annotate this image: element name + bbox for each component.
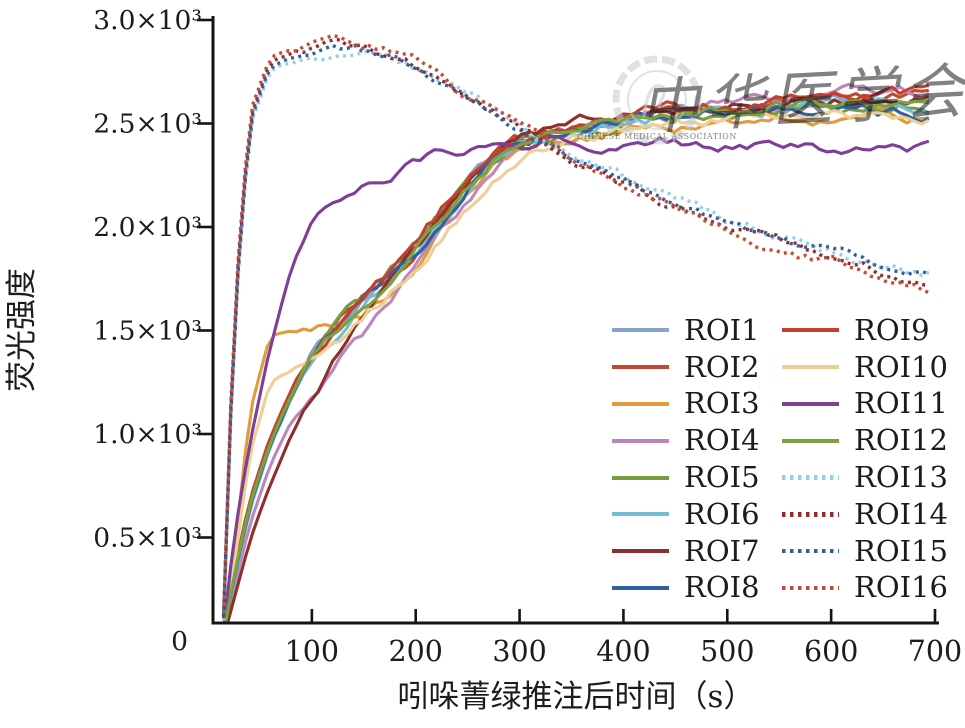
legend-item-roi3: ROI3: [612, 386, 782, 423]
x-tick-label: 500: [700, 635, 754, 668]
legend-item-roi12: ROI12: [782, 422, 965, 459]
legend-item-roi10: ROI10: [782, 349, 965, 386]
curve-roi12: [224, 97, 930, 623]
legend-item-roi2: ROI2: [612, 349, 782, 386]
legend-item-roi16: ROI16: [782, 570, 965, 607]
legend-label: ROI10: [854, 349, 948, 384]
legend-label: ROI11: [854, 386, 948, 421]
legend-swatch-solid: [612, 365, 669, 370]
legend-item-roi8: ROI8: [612, 570, 782, 607]
y-tick-label: 1.5×10³: [93, 316, 202, 347]
watermark-seal-inner-ring: [627, 70, 687, 130]
legend-label: ROI13: [854, 460, 948, 495]
watermark-seal-outer-ring: [612, 55, 702, 145]
watermark-seal-emblem: [642, 84, 679, 120]
legend-swatch-solid: [782, 328, 839, 333]
legend-swatch-dashed: [782, 512, 839, 517]
x-tick-label: 700: [908, 635, 962, 668]
legend-item-roi13: ROI13: [782, 459, 965, 496]
curve-roi15: [221, 43, 930, 619]
legend-swatch-solid: [612, 438, 669, 443]
curve-roi3: [223, 106, 929, 623]
legend-item-roi11: ROI11: [782, 386, 965, 423]
y-tick-label: 1.0×10³: [93, 419, 202, 450]
curve-roi11: [222, 135, 930, 623]
legend: ROI1 ROI9 ROI2 ROI10 ROI3 ROI11 ROI4 ROI12 ROI5 R…: [612, 312, 965, 606]
watermark-seal-ring-text: CHINESE MEDICAL ASSOCIATION: [577, 132, 737, 141]
curve-roi9: [223, 83, 930, 623]
y-tick-label: 3.0×10³: [93, 5, 202, 36]
axes-layer: 100 200 300 400 500 600 700 0 0.5×10³ 1.0×10³ 1.5×…: [93, 5, 962, 668]
watermark: CHINESE MEDICAL ASSOCIATION 中华医学会: [577, 55, 965, 145]
legend-label: ROI8: [684, 570, 760, 605]
legend-swatch-solid: [612, 328, 669, 333]
x-tick-label: 400: [596, 635, 650, 668]
legend-swatch-solid: [782, 365, 839, 370]
y-tick-label: 0: [171, 626, 188, 657]
legend-swatch-solid: [612, 512, 669, 517]
legend-swatch-dashed: [782, 548, 839, 554]
y-tick-label: 2.5×10³: [93, 109, 202, 140]
axis-frame: [211, 16, 939, 625]
legend-item-roi1: ROI1: [612, 312, 782, 349]
legend-label: ROI5: [684, 460, 760, 495]
curve-roi13: [221, 49, 930, 621]
legend-label: ROI3: [684, 386, 760, 421]
legend-swatch-dashed: [782, 475, 839, 480]
legend-swatch-solid: [612, 475, 669, 480]
legend-swatch-solid: [612, 549, 669, 554]
legend-swatch-solid: [612, 401, 669, 406]
legend-item-roi4: ROI4: [612, 422, 782, 459]
x-tick-label: 100: [285, 635, 339, 668]
watermark-text: 中华医学会: [638, 56, 965, 143]
x-axis-title: 吲哚菁绿推注后时间（s）: [398, 679, 755, 715]
legend-label: ROI2: [684, 349, 760, 384]
legend-item-roi6: ROI6: [612, 496, 782, 533]
curve-roi10: [223, 108, 930, 623]
legend-label: ROI1: [684, 312, 760, 347]
x-tick-label: 200: [389, 635, 443, 668]
legend-label: ROI12: [854, 423, 948, 458]
legend-swatch-solid: [782, 401, 839, 406]
x-tick-label: 300: [492, 635, 546, 668]
legend-swatch-solid: [612, 585, 669, 590]
legend-item-roi7: ROI7: [612, 533, 782, 570]
legend-label: ROI15: [854, 533, 948, 568]
legend-label: ROI4: [684, 423, 760, 458]
curves-layer: [221, 33, 930, 623]
legend-item-roi9: ROI9: [782, 312, 965, 349]
legend-swatch-dashed: [782, 585, 839, 591]
y-tick-label: 0.5×10³: [93, 523, 202, 554]
legend-item-roi5: ROI5: [612, 459, 782, 496]
legend-item-roi15: ROI15: [782, 533, 965, 570]
y-axis-title: 荧光强度: [4, 268, 40, 392]
legend-label: ROI16: [854, 570, 948, 605]
legend-item-roi14: ROI14: [782, 496, 965, 533]
legend-label: ROI6: [684, 496, 760, 531]
legend-label: ROI9: [854, 312, 930, 347]
curve-roi16: [221, 33, 930, 615]
y-tick-label: 2.0×10³: [93, 212, 202, 243]
x-tick-label: 600: [804, 635, 858, 668]
legend-label: ROI14: [854, 496, 948, 531]
legend-swatch-solid: [782, 438, 839, 443]
curve-roi14: [221, 38, 930, 617]
legend-label: ROI7: [684, 533, 760, 568]
